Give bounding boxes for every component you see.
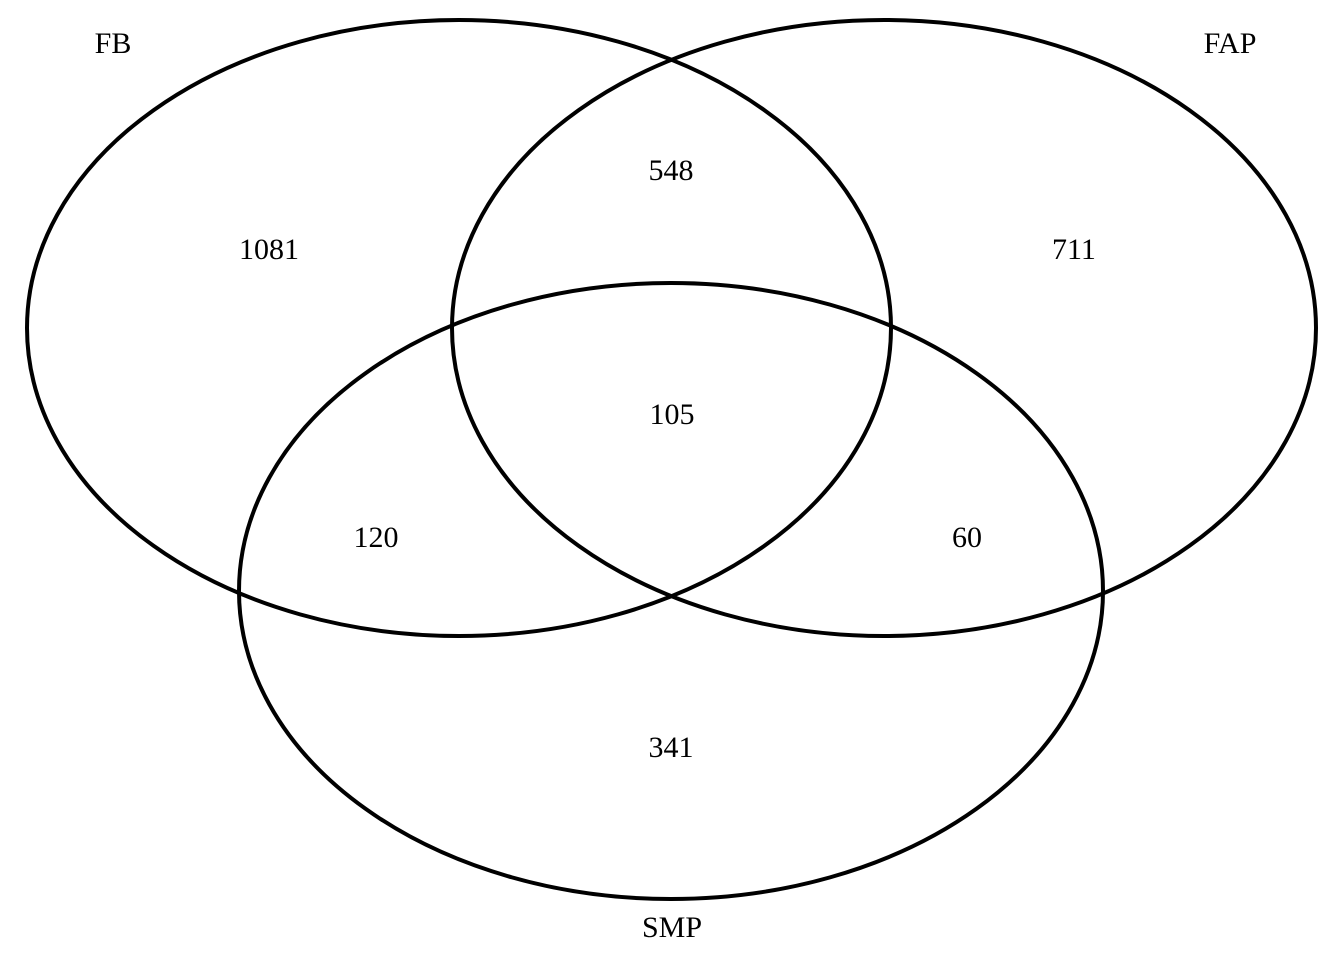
region-smp-only-count: 341 xyxy=(649,731,694,764)
set-label-smp: SMP xyxy=(642,911,702,944)
region-fb-only-count: 1081 xyxy=(239,233,299,266)
set-label-fap: FAP xyxy=(1204,27,1257,60)
set-fb-ellipse xyxy=(25,18,893,638)
set-smp-ellipse xyxy=(237,281,1105,901)
region-fb-fap-count: 548 xyxy=(649,154,694,187)
region-all-count: 105 xyxy=(650,398,695,431)
region-fap-smp-count: 60 xyxy=(952,521,982,554)
set-fap-ellipse xyxy=(450,18,1318,638)
region-fb-smp-count: 120 xyxy=(354,521,399,554)
region-fap-only-count: 711 xyxy=(1052,233,1096,266)
set-label-fb: FB xyxy=(95,27,132,60)
